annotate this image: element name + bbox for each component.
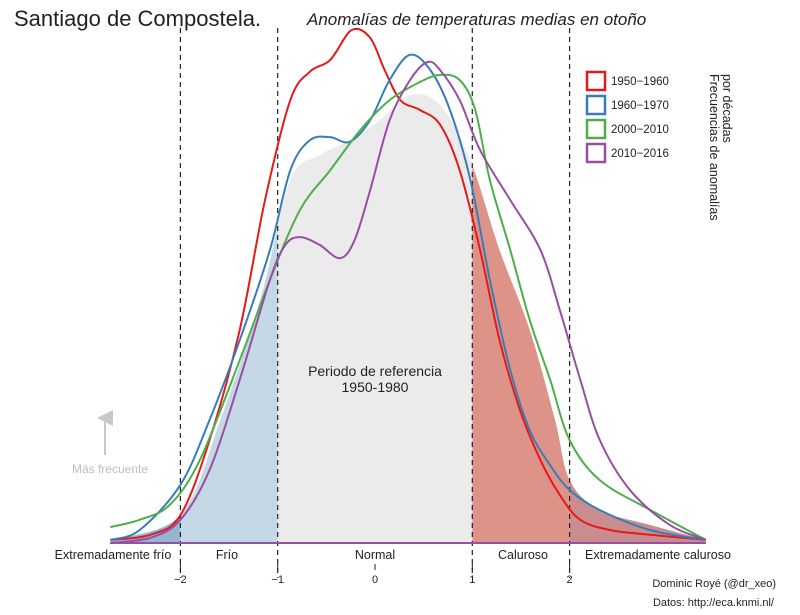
series-curve-2000−2010 (110, 73, 707, 541)
reference-label: Periodo de referencia (308, 363, 442, 379)
reference-density-regions (110, 93, 706, 543)
legend-label: 2010−2016 (611, 148, 669, 160)
chart-subtitle: Anomalías de temperaturas medias en otoñ… (306, 10, 646, 29)
x-tick-label: 0 (372, 574, 378, 586)
category-label: Caluroso (498, 548, 548, 562)
legend-title-line1: Frecuencias de anomalías (707, 74, 721, 221)
category-label: Extremadamente frío (55, 548, 172, 562)
legend-key (585, 70, 607, 92)
credit: Dominic Royé (@dr_xeo) (652, 578, 776, 590)
series-curve-1960−1970 (110, 53, 706, 541)
region-2 (277, 93, 473, 543)
x-axis: −2 −1 0 1 2 (174, 564, 573, 586)
category-labels: Extremadamente frío Frío Normal Caluroso Ext… (55, 548, 731, 562)
decade-curves (110, 27, 707, 544)
category-boundaries (179, 28, 571, 578)
region-1 (180, 93, 278, 543)
category-label: Frío (216, 548, 238, 562)
series-curve-2010−2016 (110, 60, 707, 544)
x-tick-label: 1 (469, 574, 475, 586)
legend-label: 1950−1960 (611, 76, 669, 88)
legend-title: Frecuencias de anomalíaspor décadas (707, 74, 734, 221)
category-label: Extremadamente caluroso (585, 548, 731, 562)
x-tick-label: −2 (174, 574, 187, 586)
reference-label-period: 1950-1980 (342, 379, 409, 395)
legend-label: 2000−2010 (611, 124, 669, 136)
legend-label: 1960−1970 (611, 100, 669, 112)
category-label: Normal (355, 548, 395, 562)
source: Datos: http://eca.knmi.nl/ (653, 597, 775, 609)
legend-title-line2: por décadas (720, 74, 734, 143)
legend-key (585, 94, 607, 116)
series-curve-1950−1960 (110, 27, 706, 541)
x-tick-label: −1 (271, 574, 284, 586)
legend-key (585, 118, 607, 140)
legend-key (585, 142, 607, 164)
chart-title: Santiago de Compostela. (14, 6, 261, 31)
x-tick-label: 2 (567, 574, 573, 586)
annotation-more-frequent: Más frecuente (72, 462, 148, 476)
legend: 1950−1960 1960−1970 2000−2010 2010−2016 (585, 70, 669, 164)
